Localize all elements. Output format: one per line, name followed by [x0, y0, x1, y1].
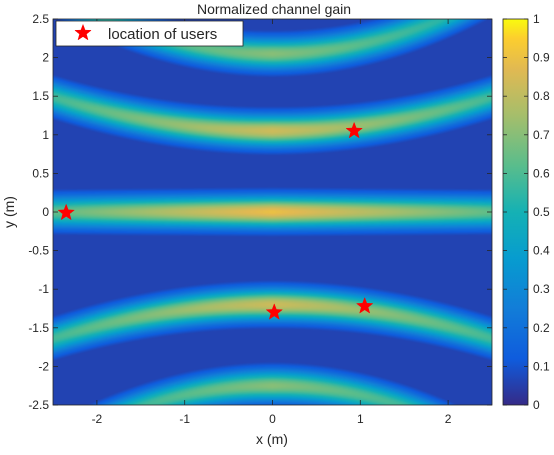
x-tick-label: 2: [445, 412, 452, 426]
legend-star-marker: [74, 23, 92, 41]
user-star-marker: [265, 303, 284, 320]
colorbar-tick-label: 0.9: [533, 51, 550, 65]
legend: location of users: [55, 20, 244, 47]
colorbar-tick-label: 0.6: [533, 166, 550, 180]
colorbar-ticks: 0 0.1 0.2 0.3 0.4 0.5 0.6 0.7 0.8 0.9 1: [503, 12, 550, 412]
x-tick-label: -2: [92, 412, 103, 426]
user-star-marker: [57, 203, 75, 221]
y-tick-label: -0.5: [28, 244, 49, 258]
colorbar-tick-label: 1: [533, 12, 540, 26]
colorbar-tick-label: 0.1: [533, 359, 550, 373]
colorbar-tick-label: 0.4: [533, 244, 550, 258]
colorbar: 0 0.1 0.2 0.3 0.4 0.5 0.6 0.7 0.8 0.9 1: [502, 12, 550, 412]
x-tick-label: -1: [179, 412, 190, 426]
user-markers: [57, 121, 374, 320]
user-star-marker: [355, 296, 374, 314]
user-star-marker: [345, 121, 363, 139]
colorbar-gradient: [502, 18, 529, 406]
y-tick-label: 0: [42, 205, 49, 219]
y-tick-label: 2.5: [32, 12, 49, 26]
plot-area: [52, 18, 493, 406]
chart-title: Normalized channel gain: [197, 1, 351, 17]
colorbar-tick-label: 0.8: [533, 89, 550, 103]
x-axis-label: x (m): [256, 431, 288, 447]
heatmap-image: [53, 19, 492, 405]
y-tick-label: -2.5: [28, 398, 49, 412]
y-tick-label: -1: [38, 282, 49, 296]
legend-label: location of users: [108, 26, 217, 43]
colorbar-tick-label: 0.3: [533, 282, 550, 296]
y-axis-label: y (m): [1, 196, 17, 228]
colorbar-tick-label: 0: [533, 398, 540, 412]
y-axis: -2.5 -2 -1.5 -1 -0.5 0 0.5 1 1.5 2 2.5: [28, 12, 492, 412]
y-tick-label: 2: [42, 51, 49, 65]
y-tick-label: 1: [42, 128, 49, 142]
y-tick-label: 0.5: [32, 166, 49, 180]
x-tick-label: 1: [357, 412, 364, 426]
y-tick-label: -1.5: [28, 321, 49, 335]
colorbar-tick-label: 0.5: [533, 205, 550, 219]
y-tick-label: 1.5: [32, 89, 49, 103]
y-tick-label: -2: [38, 359, 49, 373]
colorbar-tick-label: 0.7: [533, 128, 550, 142]
colorbar-tick-label: 0.2: [533, 321, 550, 335]
x-tick-label: 0: [269, 412, 276, 426]
